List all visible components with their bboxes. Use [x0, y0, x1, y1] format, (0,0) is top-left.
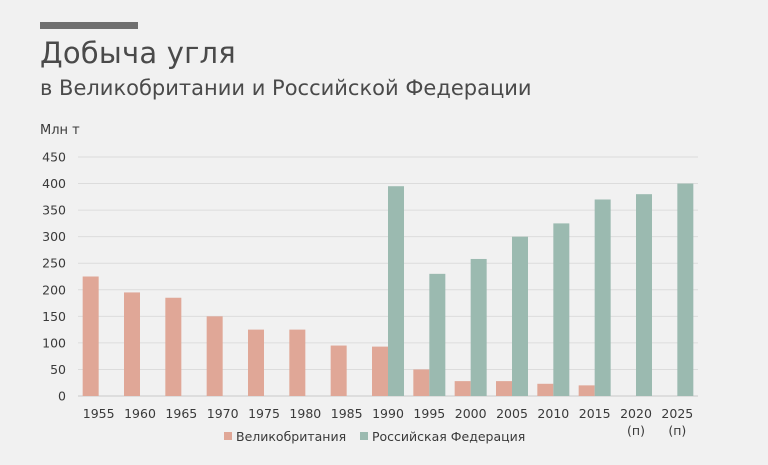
bar-uk-1990: [372, 346, 388, 396]
x-tick-label: 2010: [537, 406, 569, 421]
bar-rf-2025: [677, 183, 694, 396]
y-axis-unit: Млн т: [40, 123, 80, 138]
x-tick-label: 1960: [124, 406, 156, 421]
bar-uk-1955: [82, 276, 99, 396]
bar-uk-1960: [124, 292, 140, 396]
y-tick-label: 50: [50, 362, 66, 377]
bar-uk-2005: [496, 381, 512, 396]
legend-label-rf: Российская Федерация: [372, 429, 525, 444]
x-tick-label: 2020: [620, 406, 652, 421]
x-tick-label: 2025: [661, 406, 693, 421]
bar-uk-1985: [330, 345, 347, 396]
bar-uk-2015: [578, 385, 595, 396]
x-tick-label: 1980: [289, 406, 321, 421]
x-tick-note: (п): [627, 423, 645, 438]
x-tick-label: 1985: [331, 406, 363, 421]
x-tick-label: 2005: [496, 406, 528, 421]
bar-uk-1965: [165, 297, 182, 396]
bar-uk-2010: [537, 383, 554, 396]
legend-label-uk: Великобритания: [236, 429, 346, 444]
x-tick-label: 1990: [372, 406, 404, 421]
y-tick-label: 350: [42, 203, 66, 218]
y-tick-label: 450: [42, 150, 66, 165]
bar-uk-1970: [206, 316, 223, 396]
y-tick-label: 300: [42, 229, 66, 244]
x-tick-note: (п): [668, 423, 686, 438]
legend-swatch-rf: [360, 432, 368, 440]
bar-rf-1995: [429, 273, 446, 396]
x-tick-label: 1970: [207, 406, 239, 421]
y-tick-label: 250: [42, 256, 66, 271]
y-tick-label: 200: [42, 282, 66, 297]
bar-uk-1980: [289, 329, 306, 396]
bar-rf-2015: [594, 199, 611, 396]
x-tick-label: 1965: [165, 406, 197, 421]
x-tick-label: 1975: [248, 406, 280, 421]
bar-rf-2020: [636, 194, 652, 396]
legend-swatch-uk: [224, 432, 232, 440]
bar-uk-1995: [413, 369, 430, 396]
y-tick-label: 100: [42, 335, 66, 350]
header-accent-bar: [40, 22, 138, 29]
x-tick-label: 1995: [413, 406, 445, 421]
y-tick-label: 400: [42, 176, 66, 191]
bar-uk-1975: [248, 329, 264, 396]
x-tick-label: 1955: [83, 406, 115, 421]
page-title: Добыча угля: [40, 36, 236, 70]
x-tick-label: 2000: [455, 406, 487, 421]
bar-rf-2000: [470, 258, 487, 396]
bar-rf-2005: [512, 236, 528, 396]
x-tick-label: 2015: [579, 406, 611, 421]
bar-uk-2000: [454, 381, 471, 396]
bar-rf-2010: [553, 223, 570, 396]
y-tick-label: 0: [58, 389, 66, 404]
bar-rf-1990: [388, 186, 404, 396]
page-subtitle: в Великобритании и Российской Федерации: [40, 76, 532, 100]
y-tick-label: 150: [42, 309, 66, 324]
